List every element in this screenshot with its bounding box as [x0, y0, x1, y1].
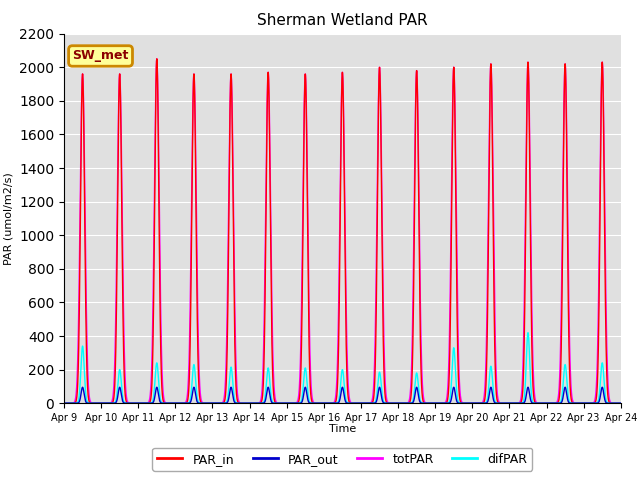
- totPAR: [161, 397, 168, 403]
- difPAR: [436, 400, 444, 406]
- PAR_out: [60, 400, 68, 406]
- totPAR: [436, 400, 444, 406]
- totPAR: [60, 400, 68, 406]
- totPAR: [617, 400, 625, 406]
- Line: difPAR: difPAR: [64, 333, 621, 403]
- PAR_in: [60, 400, 68, 406]
- PAR_in: [161, 400, 168, 406]
- PAR_out: [161, 400, 168, 406]
- PAR_in: [617, 400, 625, 406]
- difPAR: [160, 400, 168, 406]
- PAR_in: [616, 400, 624, 406]
- PAR_out: [616, 400, 624, 406]
- PAR_out: [79, 384, 86, 390]
- PAR_out: [617, 400, 625, 406]
- difPAR: [60, 400, 68, 406]
- Y-axis label: PAR (umol/m2/s): PAR (umol/m2/s): [3, 172, 13, 265]
- difPAR: [617, 400, 625, 406]
- totPAR: [499, 400, 507, 406]
- PAR_in: [436, 400, 444, 406]
- PAR_out: [499, 400, 507, 406]
- PAR_in: [499, 400, 507, 406]
- totPAR: [153, 56, 161, 62]
- difPAR: [524, 330, 532, 336]
- difPAR: [467, 400, 475, 406]
- difPAR: [499, 400, 506, 406]
- PAR_out: [436, 400, 444, 406]
- PAR_in: [153, 56, 161, 62]
- totPAR: [616, 400, 624, 406]
- PAR_out: [467, 400, 475, 406]
- Line: PAR_out: PAR_out: [64, 387, 621, 403]
- difPAR: [616, 400, 624, 406]
- Line: totPAR: totPAR: [64, 59, 621, 403]
- totPAR: [467, 400, 475, 406]
- totPAR: [322, 400, 330, 406]
- Line: PAR_in: PAR_in: [64, 59, 621, 403]
- difPAR: [322, 400, 330, 406]
- X-axis label: Time: Time: [329, 424, 356, 434]
- PAR_out: [322, 400, 330, 406]
- PAR_in: [322, 400, 330, 406]
- Title: Sherman Wetland PAR: Sherman Wetland PAR: [257, 13, 428, 28]
- PAR_in: [467, 400, 475, 406]
- Legend: PAR_in, PAR_out, totPAR, difPAR: PAR_in, PAR_out, totPAR, difPAR: [152, 448, 532, 471]
- Text: SW_met: SW_met: [72, 49, 129, 62]
